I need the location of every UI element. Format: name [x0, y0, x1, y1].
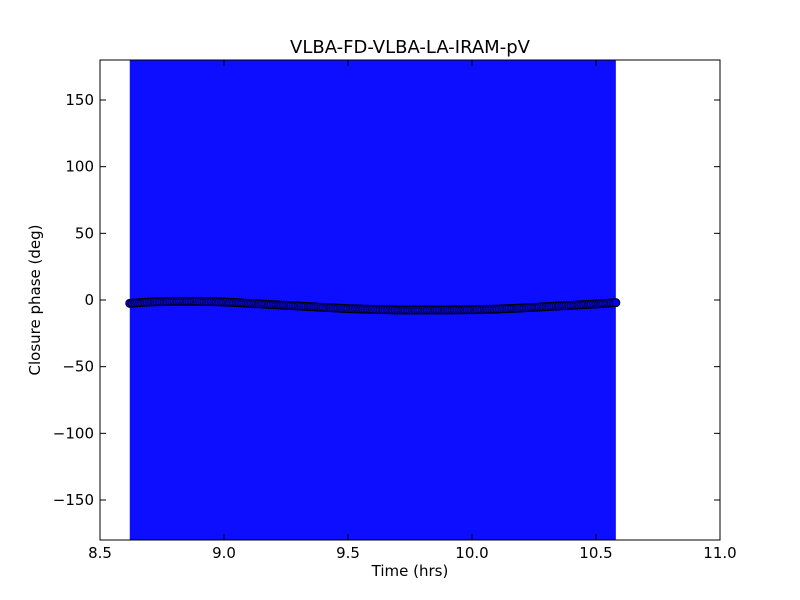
- x-tick-label: 11.0: [703, 544, 736, 562]
- x-tick-label: 9.0: [212, 544, 236, 562]
- x-tick-label: 8.5: [88, 544, 112, 562]
- y-axis-label: Closure phase (deg): [26, 225, 44, 376]
- x-tick-label: 10.5: [579, 544, 612, 562]
- data-point: [611, 298, 621, 308]
- y-tick-label: 150: [65, 91, 94, 109]
- series-0: [125, 296, 621, 315]
- series-layer: [125, 296, 621, 315]
- chart-title: VLBA-FD-VLBA-LA-IRAM-pV: [290, 37, 531, 58]
- ticks-layer: 8.5 9.0 9.5 10.0 10.5 11.0 150 100 50 0 −50 −100 −15…: [53, 60, 737, 562]
- x-tick-label: 9.5: [336, 544, 360, 562]
- y-tick-label: 0: [84, 291, 94, 309]
- y-tick-label: 50: [75, 224, 94, 242]
- x-axis-label: Time (hrs): [371, 562, 449, 580]
- y-tick-label: 100: [65, 158, 94, 176]
- x-tick-label: 10.0: [455, 544, 488, 562]
- y-tick-label: −50: [62, 358, 94, 376]
- y-tick-label: −150: [53, 491, 94, 509]
- y-tick-label: −100: [53, 424, 94, 442]
